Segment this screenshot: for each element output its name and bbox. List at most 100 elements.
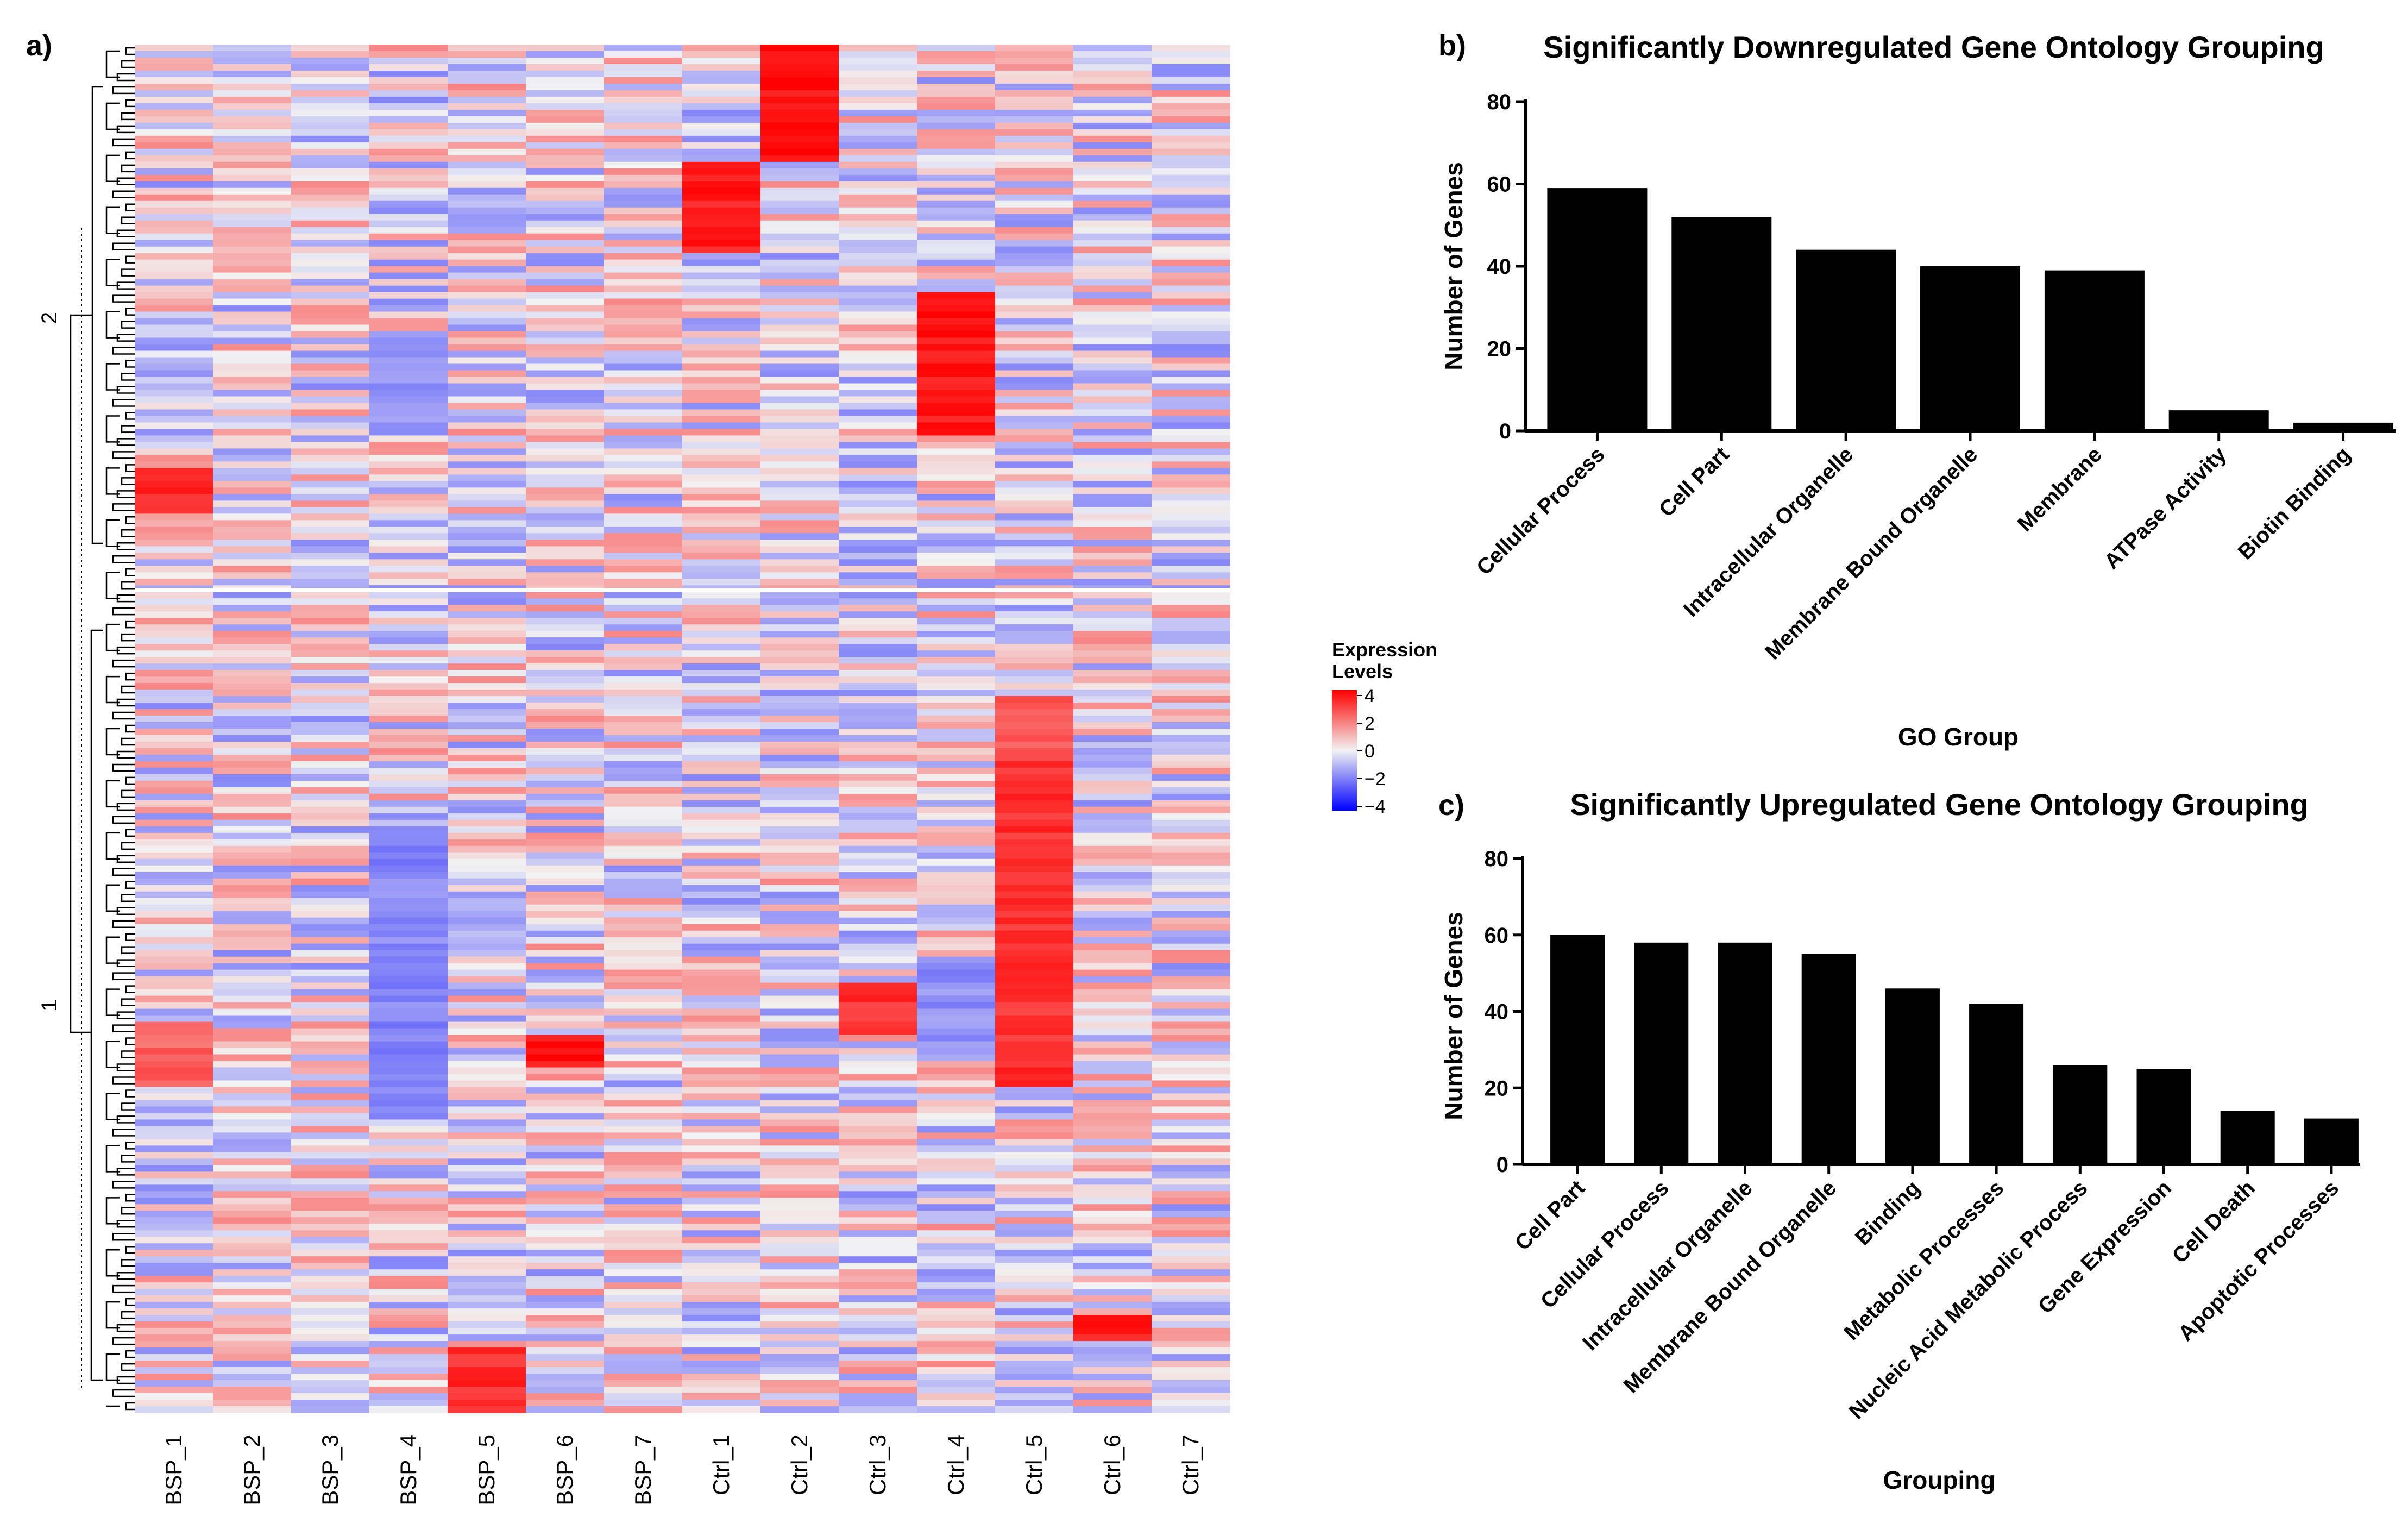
heatmap-cell	[917, 155, 996, 162]
heatmap-cell	[760, 83, 839, 91]
heatmap-cell	[917, 1100, 996, 1107]
heatmap-cell	[1152, 324, 1230, 332]
heatmap-cell	[995, 292, 1074, 299]
heatmap-cell	[291, 748, 370, 755]
heatmap-cell	[1152, 566, 1230, 573]
heatmap-cell	[448, 950, 526, 957]
heatmap-cell	[604, 1302, 683, 1309]
heatmap-cell	[448, 1061, 526, 1068]
heatmap-cell	[526, 683, 605, 690]
heatmap-cell	[917, 357, 996, 365]
heatmap-cell	[1152, 1347, 1230, 1355]
heatmap-cell	[682, 1295, 761, 1302]
heatmap-cell	[369, 1263, 448, 1270]
heatmap-cell	[135, 344, 213, 352]
heatmap-cell	[604, 51, 683, 58]
heatmap-cell	[526, 956, 605, 964]
heatmap-cell	[448, 181, 526, 189]
heatmap-cell	[213, 161, 292, 169]
heatmap-cell	[995, 168, 1074, 176]
heatmap-cell	[839, 1015, 917, 1023]
heatmap-cell	[526, 1028, 605, 1036]
heatmap-cell	[213, 1361, 292, 1368]
heatmap-cell	[526, 1021, 605, 1029]
heatmap-cell	[1073, 676, 1152, 684]
heatmap-cell	[917, 187, 996, 195]
legend-tick-label: 4	[1365, 686, 1375, 706]
heatmap-cell	[917, 800, 996, 807]
heatmap-column-label: Ctrl_3	[865, 1434, 890, 1495]
heatmap-cell	[135, 729, 213, 736]
heatmap-cell	[839, 435, 917, 443]
heatmap-cell	[526, 83, 605, 91]
heatmap-cell	[760, 546, 839, 553]
heatmap-cell	[760, 1256, 839, 1263]
heatmap-cell	[1073, 865, 1152, 873]
heatmap-cell	[995, 227, 1074, 234]
heatmap-cell	[760, 142, 839, 149]
heatmap-cell	[1152, 774, 1230, 781]
heatmap-cell	[760, 1080, 839, 1088]
bar	[2053, 1065, 2108, 1164]
heatmap-cell	[604, 1106, 683, 1114]
heatmap-cell	[291, 259, 370, 267]
heatmap-cell	[604, 872, 683, 879]
heatmap-cell	[604, 729, 683, 736]
heatmap-cell	[526, 1093, 605, 1101]
heatmap-cell	[526, 533, 605, 540]
heatmap-cell	[526, 1158, 605, 1165]
heatmap-cell	[839, 696, 917, 703]
heatmap-cell	[135, 872, 213, 879]
heatmap-cell	[448, 1302, 526, 1309]
heatmap-cell	[369, 1184, 448, 1192]
heatmap-cell	[1152, 1048, 1230, 1055]
heatmap-cell	[1073, 1263, 1152, 1270]
heatmap-cell	[291, 1328, 370, 1335]
heatmap-cell	[213, 292, 292, 299]
heatmap-cell	[1152, 377, 1230, 384]
heatmap-cell	[917, 468, 996, 475]
heatmap-cell	[839, 1237, 917, 1244]
heatmap-cell	[917, 70, 996, 78]
heatmap-cell	[291, 266, 370, 273]
heatmap-cell	[1152, 943, 1230, 951]
heatmap-cell	[604, 989, 683, 996]
heatmap-cell	[839, 96, 917, 104]
heatmap-cell	[1152, 709, 1230, 716]
heatmap-cell	[839, 246, 917, 254]
dendrogram-leaf-branch	[121, 164, 135, 173]
heatmap-cell	[917, 872, 996, 879]
heatmap-cell	[369, 396, 448, 404]
heatmap-cell	[1073, 663, 1152, 670]
heatmap-cell	[839, 1028, 917, 1036]
heatmap-cell	[135, 780, 213, 788]
heatmap-cell	[1073, 1080, 1152, 1088]
heatmap-cell	[1152, 1158, 1230, 1165]
heatmap-cell	[448, 1087, 526, 1094]
heatmap-cell	[604, 279, 683, 286]
heatmap-cell	[995, 187, 1074, 195]
heatmap-cell	[291, 546, 370, 553]
heatmap-cell	[135, 1237, 213, 1244]
heatmap-cell	[369, 540, 448, 547]
heatmap-cell	[682, 1289, 761, 1296]
heatmap-cell	[213, 637, 292, 644]
dendrogram-leaf-branch	[116, 542, 135, 550]
heatmap-cell	[1073, 1237, 1152, 1244]
heatmap-cell	[604, 103, 683, 110]
heatmap-cell	[291, 487, 370, 494]
heatmap-cell	[1073, 1171, 1152, 1179]
heatmap-cell	[1073, 409, 1152, 417]
heatmap-cell	[526, 253, 605, 260]
heatmap-cell	[448, 474, 526, 481]
heatmap-cell	[213, 331, 292, 339]
heatmap-cell	[682, 259, 761, 267]
heatmap-cell	[369, 45, 448, 52]
heatmap-cell	[369, 885, 448, 892]
dendrogram-leaf-branch	[121, 789, 135, 798]
heatmap-cell	[760, 1269, 839, 1276]
heatmap-cell	[1152, 1211, 1230, 1218]
heatmap-cell	[291, 461, 370, 468]
heatmap-cell	[917, 1400, 996, 1407]
heatmap-cell	[682, 155, 761, 162]
